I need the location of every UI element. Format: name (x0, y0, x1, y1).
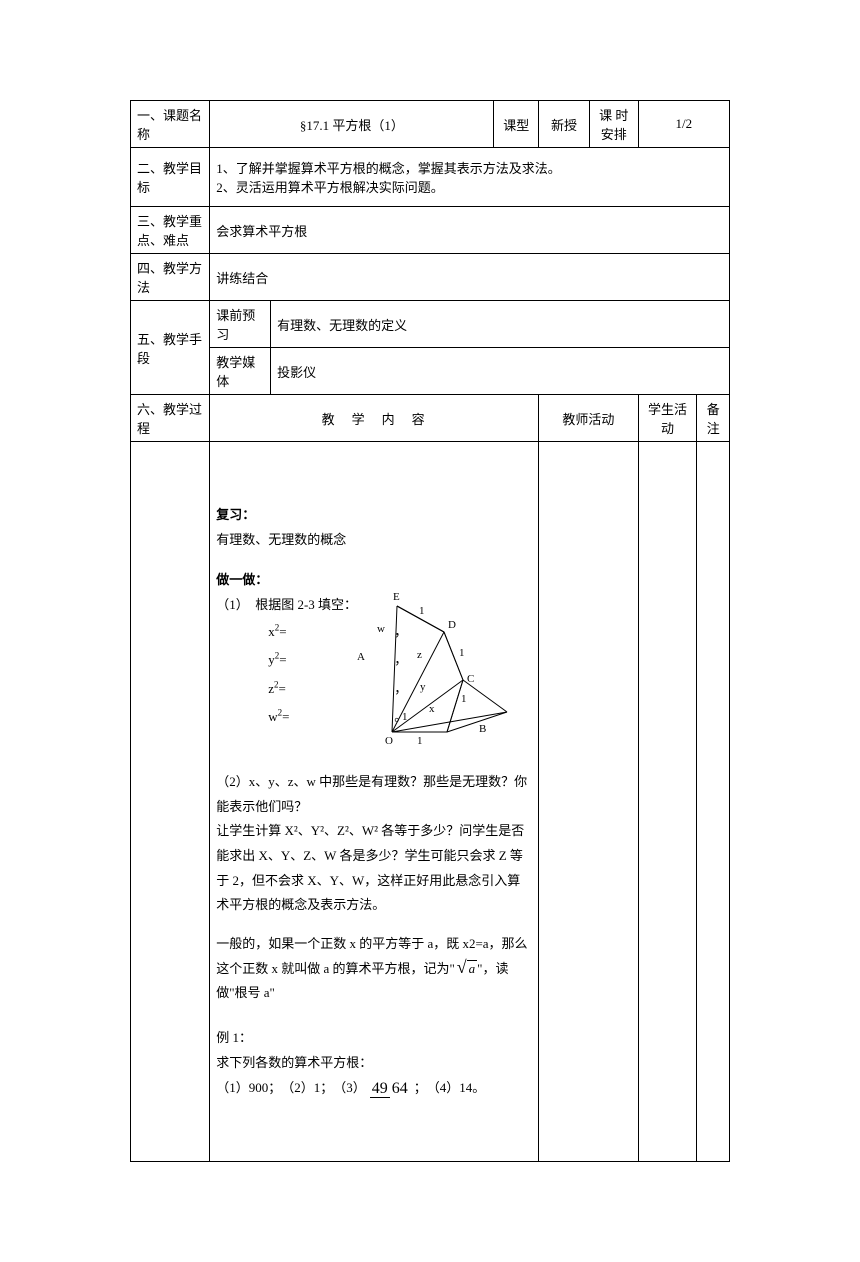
diag-label-E: E (393, 591, 400, 603)
row-objectives: 二、教学目标 1、了解并掌握算术平方根的概念，掌握其表示方法及求法。 2、灵活运… (131, 148, 730, 207)
diag-label-z: z (417, 649, 422, 661)
label-media: 教学媒体 (210, 348, 271, 395)
row-method: 四、教学方法 讲练结合 (131, 254, 730, 301)
row-title: 一、课题名称 §17.1 平方根（1） 课型 新授 课 时 安排 1/2 (131, 101, 730, 148)
lesson-plan-table: 一、课题名称 §17.1 平方根（1） 课型 新授 课 时 安排 1/2 二、教… (130, 100, 730, 1162)
diag-label-D: D (448, 619, 456, 631)
value-media: 投影仪 (271, 348, 730, 395)
do-item-2: （2）x、y、z、w 中那些是有理数？那些是无理数？你能表示他们吗？ (216, 770, 532, 819)
label-title: 一、课题名称 (131, 101, 210, 148)
label-keypoints: 三、教学重点、难点 (131, 207, 210, 254)
example-prompt: 求下列各数的算术平方根： (216, 1051, 532, 1076)
objective-1: 1、了解并掌握算术平方根的概念，掌握其表示方法及求法。 (216, 158, 723, 177)
diag-label-edge-BC: 1 (461, 693, 467, 705)
row-keypoints: 三、教学重点、难点 会求算术平方根 (131, 207, 730, 254)
review-text: 有理数、无理数的概念 (216, 528, 532, 553)
row-process-header: 六、教学过程 教 学 内 容 教师活动 学生活动 备注 (131, 395, 730, 442)
diag-label-y: y (420, 681, 426, 693)
spiral-diagram: O 1 B 1 C 1 D 1 E A x y z w 1 (216, 562, 532, 762)
diag-label-C: C (467, 673, 474, 685)
row-process-body: 复习： 有理数、无理数的概念 做一做： （1） 根据图 2-3 填空： x2=，… (131, 442, 730, 1162)
diag-label-w: w (377, 623, 385, 635)
ex-items-b: ； （4）14。 (414, 1080, 486, 1095)
label-process: 六、教学过程 (131, 395, 210, 442)
label-class-type: 课型 (494, 101, 539, 148)
header-note: 备注 (697, 395, 730, 442)
paragraph-1: 让学生计算 X²、Y²、Z²、W² 各等于多少？问学生是否能求出 X、Y、Z、W… (216, 819, 532, 918)
diag-label-edge-bottom: 1 (402, 711, 408, 723)
diag-label-O: O (385, 735, 393, 747)
diag-label-x: x (429, 703, 435, 715)
row-means-2: 教学媒体 投影仪 (131, 348, 730, 395)
diag-label-A: A (357, 651, 365, 663)
sqrt-expression: √a (455, 957, 477, 982)
diag-label-edge-CD: 1 (459, 647, 465, 659)
lesson-title: §17.1 平方根（1） (210, 101, 494, 148)
diag-label-edge-OB: 1 (417, 735, 423, 747)
diag-label-edge-DE: 1 (419, 605, 425, 617)
value-keypoints: 会求算术平方根 (210, 207, 730, 254)
sqrt-argument: a (467, 960, 478, 976)
header-teacher: 教师活动 (539, 395, 638, 442)
value-period: 1/2 (638, 101, 729, 148)
ex-items-a: （1）900； （2）1； （3） (216, 1080, 366, 1095)
label-objectives: 二、教学目标 (131, 148, 210, 207)
note-cell (697, 442, 730, 1162)
header-student: 学生活动 (638, 395, 697, 442)
student-activity-cell (638, 442, 697, 1162)
objective-2: 2、灵活运用算术平方根解决实际问题。 (216, 177, 723, 196)
example-heading: 例 1： (216, 1026, 532, 1051)
row-means-1: 五、教学手段 课前预习 有理数、无理数的定义 (131, 301, 730, 348)
frac-num: 49 (370, 1080, 390, 1098)
value-class-type: 新授 (539, 101, 590, 148)
frac-den: 64 (390, 1080, 410, 1097)
paragraph-2: 一般的，如果一个正数 x 的平方等于 a，既 x2=a，那么这个正数 x 就叫做… (216, 932, 532, 1006)
label-preview: 课前预习 (210, 301, 271, 348)
review-heading: 复习： (216, 503, 532, 528)
header-content: 教 学 内 容 (210, 395, 539, 442)
value-method: 讲练结合 (210, 254, 730, 301)
fraction: 4964 (370, 1080, 410, 1098)
value-objectives: 1、了解并掌握算术平方根的概念，掌握其表示方法及求法。 2、灵活运用算术平方根解… (210, 148, 730, 207)
example-items: （1）900； （2）1； （3） 4964 ； （4）14。 (216, 1076, 532, 1101)
teaching-content: 复习： 有理数、无理数的概念 做一做： （1） 根据图 2-3 填空： x2=，… (210, 442, 539, 1162)
diag-label-B: B (479, 723, 486, 735)
label-period: 课 时 安排 (589, 101, 638, 148)
process-left-empty (131, 442, 210, 1162)
teacher-activity-cell (539, 442, 638, 1162)
spiral-svg: O 1 B 1 C 1 D 1 E A x y z w 1 (347, 562, 532, 752)
value-preview: 有理数、无理数的定义 (271, 301, 730, 348)
label-method: 四、教学方法 (131, 254, 210, 301)
label-means: 五、教学手段 (131, 301, 210, 395)
